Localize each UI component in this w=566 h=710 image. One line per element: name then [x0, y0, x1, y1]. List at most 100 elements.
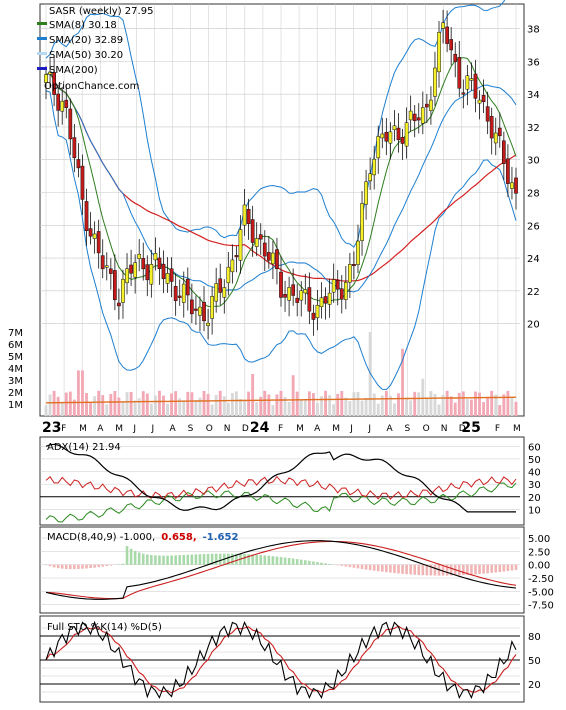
volume-bar	[138, 398, 141, 416]
volume-bar	[166, 404, 169, 416]
sto-tick-label: 20	[528, 680, 541, 691]
candle-body	[474, 74, 477, 98]
macd-histogram-bar	[49, 565, 52, 567]
sto-tick-label: 80	[528, 632, 541, 643]
macd-histogram-bar	[174, 555, 177, 564]
candle-body	[373, 159, 376, 175]
volume-bar	[417, 392, 420, 416]
macd-value-2: 0.658,	[161, 532, 196, 543]
candle-body	[441, 23, 444, 29]
candle-body	[514, 178, 517, 193]
price-tick-label: 30	[527, 156, 540, 167]
macd-histogram-bar	[187, 555, 190, 565]
volume-bar	[482, 402, 485, 416]
macd-histogram-bar	[405, 565, 408, 574]
volume-bar	[344, 398, 347, 416]
volume-bar	[413, 392, 416, 416]
candle-body	[393, 126, 396, 130]
price-tick-label: 32	[527, 123, 540, 134]
volume-bar	[409, 400, 412, 416]
macd-histogram-bar	[89, 565, 92, 568]
volume-bar	[223, 396, 226, 416]
volume-bar	[470, 400, 473, 416]
candle-body	[421, 108, 424, 124]
candle-body	[170, 269, 173, 282]
candle-body	[344, 282, 347, 299]
candle-body	[429, 100, 432, 111]
volume-bar	[328, 395, 331, 416]
adx-tick-label: 30	[528, 480, 541, 491]
macd-histogram-bar	[422, 565, 425, 575]
macd-histogram-bar	[365, 565, 368, 570]
adx-tick-label: 10	[528, 505, 541, 516]
volume-bar	[65, 393, 68, 416]
candle-body	[397, 128, 400, 140]
volume-bar	[385, 391, 388, 416]
volume-bar	[438, 405, 441, 416]
candle-body	[283, 294, 286, 297]
candle-body	[446, 27, 449, 44]
macd-histogram-bar	[478, 565, 481, 574]
month-label: A	[170, 424, 177, 434]
macd-main-value: MACD(8,40,9) -1.000,	[47, 532, 155, 543]
macd-histogram-bar	[215, 554, 218, 565]
volume-bar	[511, 397, 514, 416]
candle-body	[219, 279, 222, 293]
volume-bar	[308, 391, 311, 416]
month-label: M	[79, 424, 87, 434]
candle-body	[109, 269, 112, 274]
volume-bar	[174, 391, 177, 416]
candle-body	[332, 280, 335, 293]
volume-bar	[109, 394, 112, 416]
price-tick-label: 20	[527, 320, 540, 331]
month-label: A	[386, 424, 393, 434]
month-label: F	[61, 424, 66, 434]
price-tick-label: 26	[527, 221, 540, 232]
candle-body	[356, 241, 359, 265]
volume-bar	[373, 394, 376, 416]
macd-histogram-bar	[507, 565, 510, 571]
macd-histogram-bar	[101, 565, 104, 567]
volume-bar	[235, 391, 238, 416]
volume-bar	[211, 404, 214, 416]
macd-histogram-bar	[45, 565, 48, 566]
macd-histogram-bar	[126, 546, 129, 565]
macd-histogram-bar	[308, 561, 311, 565]
sto-tick-label: 50	[528, 656, 541, 667]
volume-bar	[276, 394, 279, 416]
macd-tick-label: -2.50	[528, 574, 554, 585]
macd-histogram-bar	[73, 565, 76, 569]
candle-body	[490, 116, 493, 138]
volume-bar	[170, 393, 173, 416]
candle-body	[117, 303, 120, 306]
macd-histogram-bar	[381, 565, 384, 572]
candle-body	[413, 114, 416, 121]
volume-bar	[405, 398, 408, 416]
candle-body	[89, 229, 92, 237]
macd-histogram-bar	[272, 556, 275, 564]
macd-histogram-bar	[340, 565, 343, 566]
volume-bar	[93, 396, 96, 416]
macd-histogram-bar	[263, 555, 266, 564]
candle-body	[494, 133, 497, 143]
macd-value-3: -1.652	[203, 532, 239, 543]
candle-body	[377, 136, 380, 157]
candle-body	[267, 252, 270, 260]
candle-body	[304, 290, 307, 293]
volume-bar	[122, 401, 125, 416]
candle-body	[381, 134, 384, 138]
macd-histogram-bar	[138, 553, 141, 565]
volume-bar	[515, 402, 518, 416]
volume-bar	[117, 398, 120, 416]
volume-bar	[49, 394, 52, 416]
year-label: 24	[250, 420, 270, 436]
macd-histogram-bar	[486, 565, 489, 574]
macd-histogram-bar	[434, 565, 437, 576]
volume-bar	[134, 400, 137, 416]
sto-label: Full STO %K(14) %D(5)	[47, 622, 162, 633]
volume-bar	[113, 391, 116, 416]
volume-tick-label: 4M	[8, 364, 23, 375]
candle-body	[215, 284, 218, 302]
volume-bar	[215, 395, 218, 416]
